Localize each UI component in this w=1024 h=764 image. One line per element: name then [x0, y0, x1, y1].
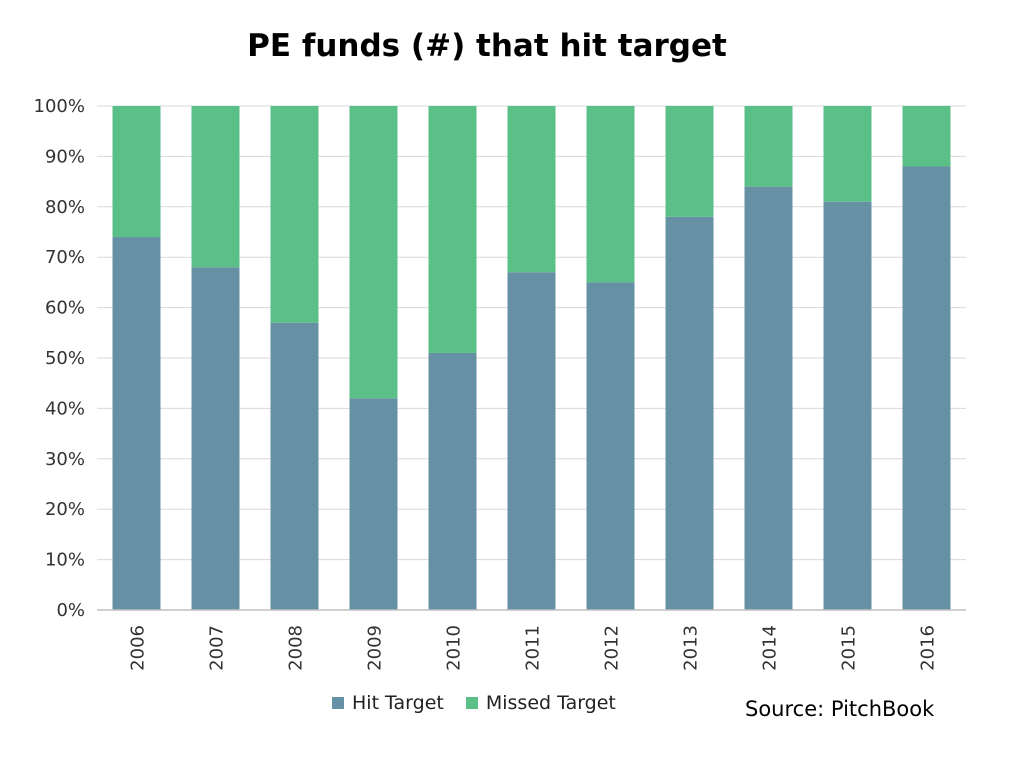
bar-hit-target-2015: [823, 201, 872, 610]
bar-hit-target-2014: [744, 186, 793, 610]
y-tick-label: 30%: [45, 449, 85, 470]
y-tick-label: 50%: [45, 348, 85, 369]
x-tick-label: 2015: [839, 625, 860, 671]
x-tick-label: 2012: [602, 625, 623, 671]
x-tick-label: 2014: [760, 625, 781, 671]
y-tick-label: 0%: [56, 600, 85, 621]
y-axis-ticks: 0% 10% 20% 30% 40% 50% 60% 70% 80% 90% 100%: [34, 96, 85, 621]
x-tick-label: 2013: [681, 625, 702, 671]
bar-hit-target-2012: [586, 282, 635, 610]
bar-missed-target-2009: [349, 106, 398, 399]
x-tick-label: 2006: [128, 625, 149, 671]
bar-missed-target-2013: [665, 106, 714, 217]
y-tick-label: 100%: [34, 96, 85, 117]
x-axis-ticks: 2006 2007 2008 2009 2010 2011 2012 2013 2014 2015…: [128, 625, 939, 671]
bar-hit-target-2013: [665, 216, 714, 610]
bar-hit-target-2009: [349, 398, 398, 610]
legend: Hit Target Missed Target: [332, 692, 638, 714]
source-note: Source: PitchBook: [745, 697, 935, 721]
legend-label-hit-target: Hit Target: [352, 692, 444, 714]
y-tick-label: 20%: [45, 499, 85, 520]
legend-swatch-missed-target: [465, 697, 478, 709]
y-tick-label: 60%: [45, 298, 85, 319]
legend-label-missed-target: Missed Target: [485, 692, 616, 714]
bar-missed-target-2008: [270, 106, 319, 323]
legend-swatch-hit-target: [332, 697, 344, 709]
x-tick-label: 2010: [444, 625, 465, 671]
bar-missed-target-2011: [507, 106, 556, 273]
legend-item-missed-target: Missed Target: [465, 692, 616, 714]
y-tick-label: 40%: [45, 398, 85, 419]
bar-missed-target-2012: [586, 106, 635, 283]
x-tick-label: 2007: [207, 625, 228, 671]
bar-missed-target-2006: [112, 106, 161, 238]
bar-hit-target-2010: [428, 352, 477, 610]
legend-item-hit-target: Hit Target: [332, 692, 444, 714]
x-tick-label: 2016: [918, 625, 939, 671]
x-tick-label: 2009: [365, 625, 386, 671]
y-tick-label: 80%: [45, 197, 85, 218]
y-tick-label: 90%: [45, 146, 85, 167]
y-tick-label: 10%: [45, 550, 85, 571]
bar-missed-target-2007: [191, 106, 240, 268]
y-tick-label: 70%: [45, 247, 85, 268]
bars: [112, 106, 951, 611]
stacked-bar-chart: 0%10%20%30%40%50%60%70%80%90%100% 2006 20…: [34, 96, 966, 671]
bar-missed-target-2010: [428, 106, 477, 353]
bar-hit-target-2008: [270, 322, 319, 610]
bar-hit-target-2007: [191, 267, 240, 610]
chart-title: PE funds (#) that hit target: [247, 28, 727, 64]
x-tick-label: 2008: [286, 625, 307, 671]
bar-hit-target-2006: [112, 237, 161, 611]
bar-hit-target-2011: [507, 272, 556, 610]
bar-missed-target-2014: [744, 106, 793, 187]
bar-missed-target-2016: [902, 106, 951, 167]
bar-missed-target-2015: [823, 106, 872, 202]
x-tick-label: 2011: [523, 625, 544, 671]
bar-hit-target-2016: [902, 166, 951, 611]
